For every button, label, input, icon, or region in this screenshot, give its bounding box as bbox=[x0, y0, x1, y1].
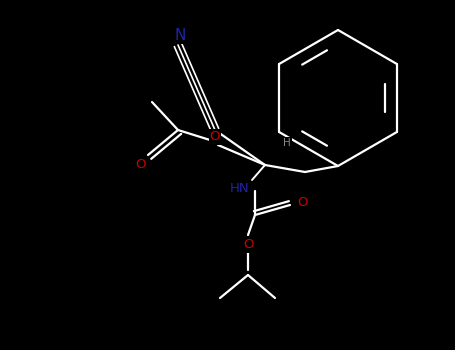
Text: O: O bbox=[210, 131, 220, 144]
Text: O: O bbox=[243, 238, 253, 252]
Text: O: O bbox=[297, 196, 307, 210]
Text: O: O bbox=[135, 159, 145, 172]
Text: H: H bbox=[283, 138, 291, 148]
Text: N: N bbox=[174, 28, 186, 42]
Text: HN: HN bbox=[230, 182, 250, 195]
